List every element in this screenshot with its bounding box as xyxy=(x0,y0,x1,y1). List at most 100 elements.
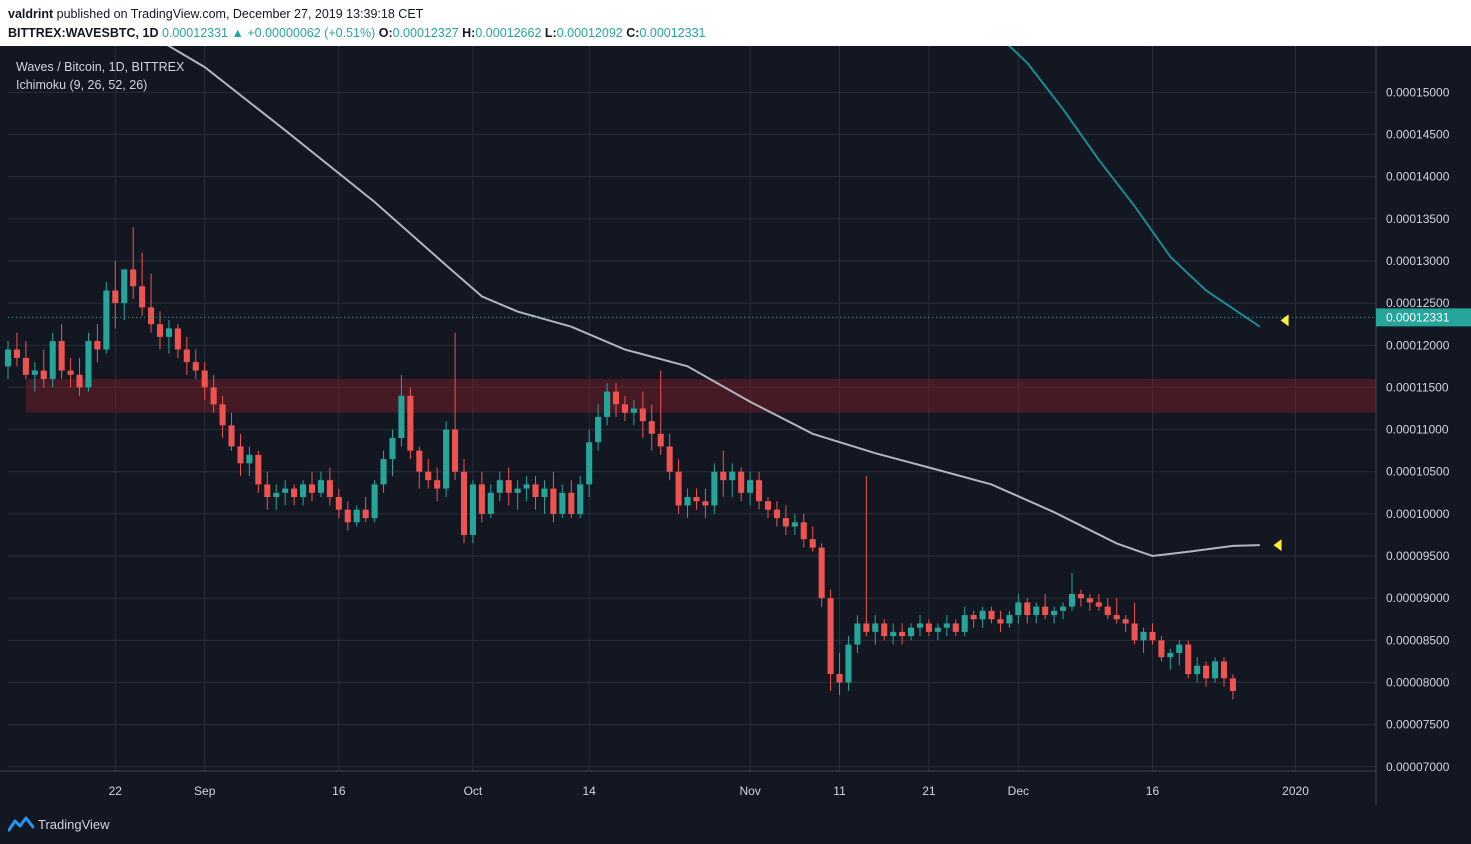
candle-body xyxy=(264,484,271,498)
candle-body xyxy=(148,307,155,325)
y-tick-label: 0.00008000 xyxy=(1386,675,1450,689)
x-tick-label: 22 xyxy=(109,784,123,798)
moving-average-teal xyxy=(1007,46,1261,328)
candle-body xyxy=(881,623,888,637)
candle-body xyxy=(460,471,468,535)
chart-area[interactable]: 0.00015000 0.00014500 0.00014000 0.00013500… xyxy=(0,46,1471,805)
candle-body xyxy=(952,623,959,632)
chart-legend: Waves / Bitcoin, 1D, BITTREX Ichimoku (9… xyxy=(16,60,184,96)
candle-body xyxy=(747,480,754,493)
candle-body xyxy=(612,391,620,405)
candle-body xyxy=(94,341,101,350)
ma-marker-icon xyxy=(1273,539,1282,552)
legend-indicator[interactable]: Ichimoku (9, 26, 52, 26) xyxy=(16,78,148,92)
candle-body xyxy=(961,615,968,632)
candle-body xyxy=(988,610,995,620)
candle-body xyxy=(407,395,414,451)
candle-body xyxy=(291,488,298,498)
y-tick-label: 0.00010000 xyxy=(1386,507,1450,521)
candle-body xyxy=(943,623,950,628)
moving-average-gray xyxy=(166,46,1260,558)
grid-lines xyxy=(0,46,1471,805)
y-tick-label: 0.00013500 xyxy=(1386,212,1450,226)
candle-body xyxy=(1086,598,1093,603)
candle-body xyxy=(237,446,244,464)
candle-body xyxy=(970,615,977,620)
candle-body xyxy=(1006,615,1013,624)
candle-body xyxy=(165,328,172,337)
candle-body xyxy=(863,623,870,632)
price-marker-icon xyxy=(1280,314,1289,327)
support-zone xyxy=(25,378,1377,413)
candle-body xyxy=(31,370,38,375)
candle-body xyxy=(756,480,763,502)
candle-body xyxy=(1140,631,1147,641)
candle-body xyxy=(183,349,190,363)
candle-body xyxy=(1167,652,1174,658)
candle-body xyxy=(478,484,485,514)
candle-body xyxy=(1113,615,1120,620)
y-tick-label: 0.00013000 xyxy=(1386,254,1450,268)
candle-body xyxy=(1015,602,1022,616)
candle-body xyxy=(425,471,432,481)
candle-body xyxy=(389,438,396,460)
candle-body xyxy=(1024,602,1031,616)
tradingview-brand[interactable]: TradingView xyxy=(38,817,110,832)
candle-body xyxy=(1131,623,1138,641)
candle-body xyxy=(1051,610,1058,616)
candle-body xyxy=(308,484,316,493)
symbol-timeframe: BITTREX:WAVESBTC, 1D xyxy=(8,26,159,40)
y-tick-label: 0.00011000 xyxy=(1386,423,1449,437)
low-value: 0.00012092 xyxy=(556,26,623,40)
candle-body xyxy=(13,349,20,358)
candle-body xyxy=(550,488,557,514)
author-name[interactable]: valdrint xyxy=(8,7,54,21)
candle-body xyxy=(496,480,503,493)
candle-body xyxy=(469,484,476,535)
candle-body xyxy=(156,324,164,337)
candle-body xyxy=(22,357,29,375)
chart-background xyxy=(0,46,1471,805)
candle-body xyxy=(532,484,539,498)
y-axis-panel xyxy=(1376,46,1471,805)
last-price: 0.00012331 xyxy=(161,26,229,40)
x-tick-label: Dec xyxy=(1008,784,1029,798)
candle-body xyxy=(1149,631,1156,641)
ohlc-line: BITTREX:WAVESBTC, 1D 0.00012331 ▲ +0.000… xyxy=(8,26,705,40)
y-tick-label: 0.00007000 xyxy=(1386,760,1450,774)
x-tick-label: Oct xyxy=(464,784,483,798)
candle-body xyxy=(416,450,423,472)
high-label: H: xyxy=(462,26,476,40)
candle-body xyxy=(49,341,56,379)
up-arrow-icon: ▲ xyxy=(231,26,244,40)
candlesticks xyxy=(4,227,1236,700)
candle-body xyxy=(666,446,673,472)
candle-body xyxy=(1122,619,1129,624)
candle-body xyxy=(782,518,789,527)
candle-body xyxy=(228,425,235,447)
y-tick-label: 0.00012500 xyxy=(1386,296,1450,310)
y-tick-label: 0.00007500 xyxy=(1386,718,1450,732)
candle-body xyxy=(639,408,646,422)
candle-body xyxy=(890,631,897,637)
candle-body xyxy=(1068,593,1076,607)
candle-body xyxy=(1077,593,1084,599)
open-value: 0.00012327 xyxy=(392,26,459,40)
published-text: published on TradingView.com, December 2… xyxy=(56,7,424,21)
candle-body xyxy=(595,416,602,443)
candle-body xyxy=(908,627,915,637)
ma-teal-line xyxy=(1007,46,1261,328)
x-tick-label: Nov xyxy=(739,784,760,798)
candle-body xyxy=(282,488,289,493)
candle-body xyxy=(1212,661,1219,679)
candle-body xyxy=(702,501,709,506)
candle-body xyxy=(648,421,655,434)
candle-body xyxy=(684,497,691,506)
candle-body xyxy=(300,484,307,498)
candle-body xyxy=(201,370,208,388)
candle-body xyxy=(344,509,351,523)
price-tag xyxy=(1376,308,1471,327)
y-tick-label: 0.00011500 xyxy=(1386,380,1449,394)
price-chart[interactable]: 0.00015000 0.00014500 0.00014000 0.00013500… xyxy=(0,46,1471,805)
candle-body xyxy=(675,471,682,506)
